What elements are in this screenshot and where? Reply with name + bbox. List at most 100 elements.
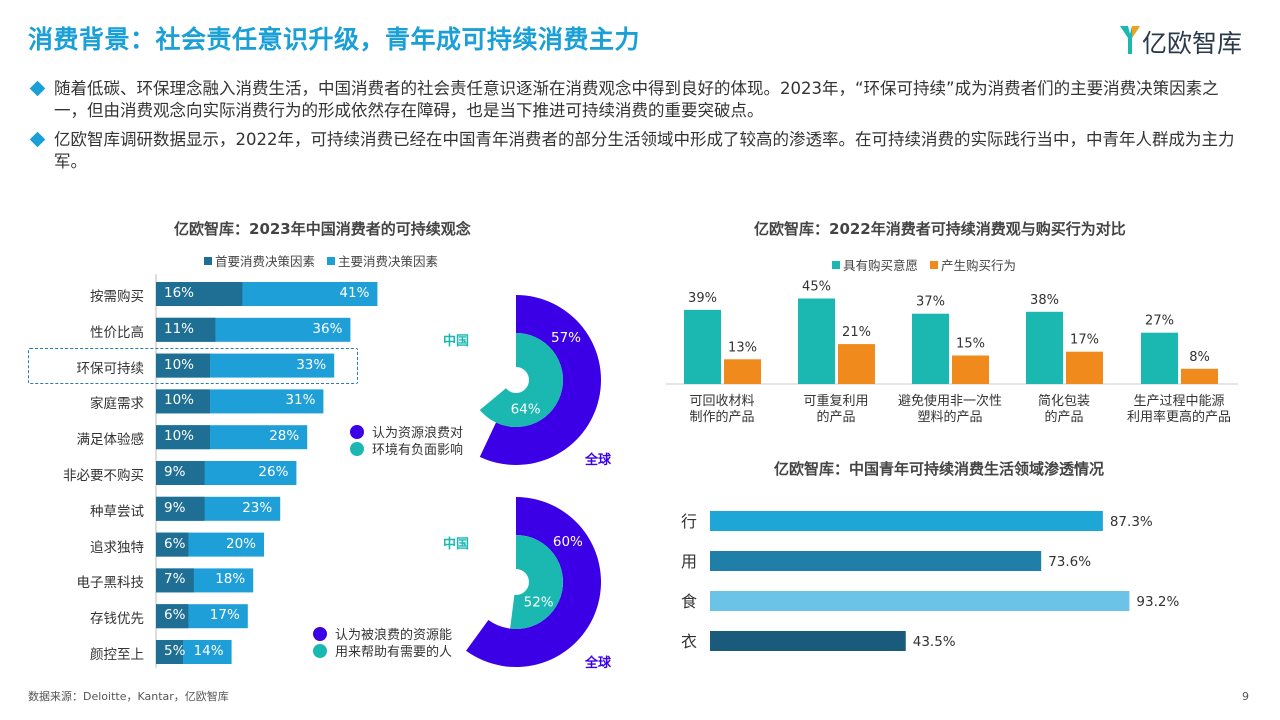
donut1-china-arc (479, 333, 563, 427)
chart-title-penetration: 亿欧智库：中国青年可持续消费生活领域渗透情况 (774, 460, 1105, 478)
legend-item-behavior: 产生购买行为 (930, 255, 1016, 274)
bar-primary-factor (156, 568, 194, 593)
logo-text: 亿欧智库 (1142, 29, 1243, 58)
bullet-text: 随着低碳、环保理念融入消费生活，中国消费者的社会责任意识逐渐在消费观念中得到良好… (54, 79, 1219, 120)
bar-purchase-intent (1141, 332, 1178, 384)
donut1-global-arc (479, 295, 601, 465)
legend-item-primary: 首要消费决策因素 (204, 251, 315, 270)
bar-value-label: 8% (1189, 350, 1210, 365)
category-label: 可回收材料 (689, 394, 754, 409)
data-source-note: 数据来源：Deloitte，Kantar，亿欧智库 (28, 690, 229, 703)
legend-label: 具有购买意愿 (843, 258, 919, 273)
bar-value-label: 17% (1070, 333, 1099, 348)
primary-value-label: 16% (164, 285, 195, 301)
donut1-legend: 认为资源浪费对 环境有负面影响 (350, 425, 463, 459)
primary-value-label: 9% (164, 499, 186, 516)
legend-swatch (832, 260, 840, 269)
donut2-global-arc (466, 497, 601, 667)
donut2-global-label: 全球 (585, 656, 612, 671)
legend-label: 用来帮助有需要的人 (335, 645, 453, 660)
legend-consumer-concepts: 首要消费决策因素 主要消费决策因素 (204, 251, 450, 270)
donut2-global-value: 60% (553, 534, 583, 550)
bar-value-label: 37% (916, 295, 945, 310)
category-label: 颜控至上 (90, 647, 144, 663)
donut2-legend-item-purple: 认为被浪费的资源能 (313, 627, 452, 644)
bar-value-label: 21% (842, 325, 871, 340)
donut2-legend: 认为被浪费的资源能 用来帮助有需要的人 (313, 627, 452, 661)
penetration-bar (710, 631, 906, 651)
bullet-item: 随着低碳、环保理念融入消费生活，中国消费者的社会责任意识逐渐在消费观念中得到良好… (29, 78, 1250, 122)
category-label: 食 (681, 592, 697, 611)
bar-value-label: 73.6% (1048, 554, 1091, 570)
category-label: 用 (681, 552, 697, 571)
legend-label: 认为资源浪费对 (372, 426, 464, 441)
main-value-label: 41% (339, 285, 370, 301)
donut1-legend-item-teal: 环境有负面影响 (350, 442, 463, 459)
bar-value-label: 15% (956, 337, 985, 352)
bar-purchase-behavior (838, 344, 875, 384)
category-label: 存钱优先 (90, 611, 144, 628)
page-title: 消费背景：社会责任意识升级，青年成可持续消费主力 (28, 25, 641, 54)
primary-value-label: 7% (164, 571, 186, 588)
primary-value-label: 6% (164, 535, 186, 552)
bars-svg (155, 274, 378, 668)
bar-value-label: 39% (688, 291, 717, 306)
bar-value-label: 45% (802, 280, 831, 295)
bar-primary-factor (156, 532, 189, 557)
category-label: 按需购买 (90, 289, 144, 305)
legend-label: 主要消费决策因素 (338, 254, 439, 269)
penetration-bar (710, 551, 1042, 571)
primary-value-label: 10% (164, 428, 195, 445)
category-label: 非必要不购买 (63, 468, 144, 484)
legend-label: 环境有负面影响 (372, 443, 464, 458)
category-label: 塑料的产品 (917, 409, 982, 425)
penetration-bar (710, 511, 1103, 531)
bar-purchase-behavior (724, 359, 761, 384)
category-label: 环保可持续 (76, 360, 145, 377)
legend-swatch (930, 260, 939, 269)
category-label: 性价比高 (90, 324, 144, 341)
main-value-label: 36% (312, 320, 343, 337)
legend-swatch (327, 256, 336, 265)
bar-value-label: 43.5% (913, 634, 956, 650)
page-number: 9 (1242, 690, 1249, 703)
primary-value-label: 11% (164, 320, 195, 337)
main-value-label: 23% (242, 499, 273, 516)
primary-value-label: 9% (164, 464, 186, 480)
category-label: 追求独特 (90, 539, 144, 556)
bar-primary-factor (156, 461, 205, 485)
legend-intent-vs-behavior: 具有购买意愿 产生购买行为 (832, 255, 1028, 274)
legend-dot (313, 627, 327, 641)
company-logo: 亿欧智库 (1118, 20, 1258, 60)
bar-value-label: 38% (1030, 293, 1059, 308)
legend-label: 首要消费决策因素 (215, 254, 316, 269)
bar-value-label: 13% (728, 340, 757, 355)
legend-swatch (204, 256, 212, 265)
stacked-bar-chart-consumer-concepts: 按需购买 16% 41% 性价比高 11% 36% 环保可持续 10% 33% 家庭需求 10% 31… (28, 270, 408, 670)
donut1-china-label: 中国 (443, 334, 470, 349)
category-label: 的产品 (1044, 409, 1083, 425)
main-value-label: 28% (269, 428, 300, 445)
bar-purchase-intent (798, 298, 835, 384)
category-label: 可重复利用 (803, 393, 868, 409)
main-value-label: 33% (296, 356, 327, 373)
legend-dot (313, 644, 327, 658)
donut2-legend-item-teal: 用来帮助有需要的人 (313, 644, 452, 661)
category-label: 行 (681, 512, 697, 531)
donut1-global-value: 57% (551, 330, 581, 346)
bar-primary-factor (156, 389, 210, 414)
bar-purchase-behavior (952, 355, 989, 384)
legend-item-intent: 具有购买意愿 (832, 255, 918, 274)
donut2-china-label: 中国 (443, 537, 470, 552)
bar-value-label: 93.2% (1136, 594, 1179, 610)
bar-primary-factor (156, 353, 210, 378)
category-label: 避免使用非一次性 (898, 393, 1002, 409)
category-label: 利用率更高的产品 (1127, 409, 1231, 425)
main-value-label: 26% (258, 464, 289, 480)
main-value-label: 17% (209, 607, 240, 624)
main-value-label: 31% (285, 392, 316, 409)
penetration-bar (710, 591, 1130, 611)
bar-purchase-behavior (1181, 368, 1218, 384)
